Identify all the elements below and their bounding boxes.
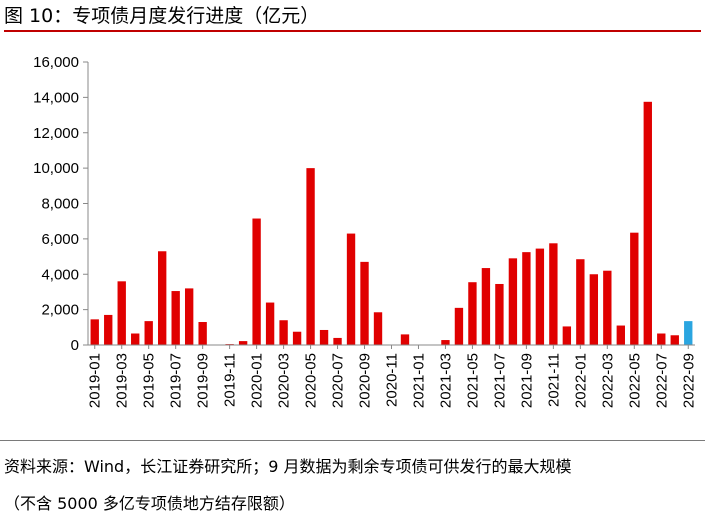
- bar-2020-12: [400, 334, 410, 345]
- bar-2020-08: [346, 233, 356, 345]
- bar-2022-09: [684, 321, 693, 345]
- bar-2021-08: [508, 258, 518, 345]
- bar-2019-01: [90, 319, 99, 345]
- bar-2020-09: [360, 261, 369, 345]
- bar-2021-09: [522, 252, 531, 345]
- x-tick-label: 2021-01: [410, 353, 427, 408]
- x-tick-label: 2022-03: [599, 353, 616, 408]
- x-tick-label: 2019-05: [141, 353, 158, 408]
- bar-2020-02: [265, 302, 275, 345]
- bar-2019-04: [131, 333, 140, 345]
- bar-2019-09: [198, 322, 207, 345]
- bar-2021-03: [441, 340, 450, 345]
- y-tick-label: 8,000: [41, 196, 79, 213]
- x-tick-label: 2019-11: [222, 353, 239, 407]
- bar-2022-07: [657, 333, 666, 345]
- x-tick-label: 2019-01: [87, 353, 104, 408]
- y-tick-label: 14,000: [33, 89, 79, 106]
- bar-2020-03: [279, 320, 288, 345]
- x-tick-label: 2019-09: [195, 353, 212, 408]
- bar-2019-12: [238, 341, 248, 345]
- x-tick-label: 2022-09: [680, 353, 697, 408]
- bar-2021-11: [549, 243, 558, 345]
- x-tick-label: 2020-01: [249, 353, 266, 408]
- bar-2021-12: [562, 326, 572, 345]
- source-note-continued: （不含 5000 多亿专项债地方结存限额）: [4, 494, 295, 513]
- source-divider: [0, 440, 705, 441]
- bar-2020-04: [292, 331, 302, 345]
- bar-2022-08: [670, 335, 679, 345]
- bar-2019-02: [104, 314, 113, 345]
- bar-2022-01: [576, 259, 585, 345]
- x-tick-label: 2021-11: [545, 353, 562, 407]
- x-tick-label: 2020-11: [384, 353, 401, 407]
- bar-2021-07: [495, 283, 504, 345]
- x-tick-label: 2022-05: [626, 353, 643, 408]
- x-tick-label: 2020-07: [330, 353, 347, 408]
- y-tick-label: 0: [71, 337, 79, 354]
- bar-2019-08: [184, 288, 194, 345]
- y-axis-ticks: 0 2,000 4,000 6,000 8,000 10,000 12,000 14,000 1…: [33, 54, 88, 354]
- bar-2022-06: [643, 101, 652, 345]
- x-tick-label: 2019-07: [168, 353, 185, 408]
- bar-2020-05: [306, 168, 315, 346]
- bar-2019-03: [117, 281, 126, 345]
- bar-2022-02: [589, 274, 599, 345]
- source-note: 资料来源：Wind，长江证券研究所；9 月数据为剩余专项债可供发行的最大规模: [4, 457, 572, 476]
- x-tick-label: 2021-07: [491, 353, 508, 408]
- y-tick-label: 4,000: [41, 266, 79, 283]
- x-tick-label: 2021-03: [437, 353, 454, 408]
- bar-2021-05: [468, 282, 477, 345]
- x-tick-label: 2019-03: [114, 353, 131, 408]
- bar-2022-04: [616, 325, 625, 345]
- x-axis-ticks: 2019-01 2019-03 2019-05 2019-07 2019-09 2019-…: [87, 345, 697, 408]
- x-tick-label: 2020-05: [303, 353, 320, 408]
- bar-2019-06: [158, 251, 167, 345]
- chart-title: 图 10：专项债月度发行进度（亿元）: [4, 2, 701, 32]
- y-tick-label: 2,000: [41, 302, 79, 319]
- y-tick-label: 12,000: [33, 125, 79, 142]
- bar-2020-06: [319, 329, 329, 345]
- bar-2021-04: [454, 307, 464, 345]
- bar-2021-10: [535, 248, 545, 345]
- bar-2021-06: [481, 268, 491, 345]
- bar-2019-07: [171, 291, 180, 345]
- bar-2022-05: [630, 232, 639, 345]
- bar-chart: 0 2,000 4,000 6,000 8,000 10,000 12,000 14,000 1…: [33, 54, 697, 408]
- x-tick-label: 2020-03: [276, 353, 293, 408]
- bar-2020-07: [333, 337, 342, 345]
- bar-2020-10: [373, 312, 383, 345]
- bar-2020-01: [252, 218, 261, 345]
- y-tick-label: 16,000: [33, 54, 79, 71]
- x-tick-label: 2021-05: [464, 353, 481, 408]
- x-tick-label: 2021-09: [518, 353, 535, 408]
- x-tick-label: 2022-01: [572, 353, 589, 408]
- y-tick-label: 10,000: [33, 160, 79, 177]
- bar-series: [90, 101, 693, 346]
- y-tick-label: 6,000: [41, 231, 79, 248]
- bar-2022-03: [603, 270, 612, 345]
- x-tick-label: 2020-09: [357, 353, 374, 408]
- bar-2019-05: [144, 321, 153, 345]
- x-tick-label: 2022-07: [653, 353, 670, 408]
